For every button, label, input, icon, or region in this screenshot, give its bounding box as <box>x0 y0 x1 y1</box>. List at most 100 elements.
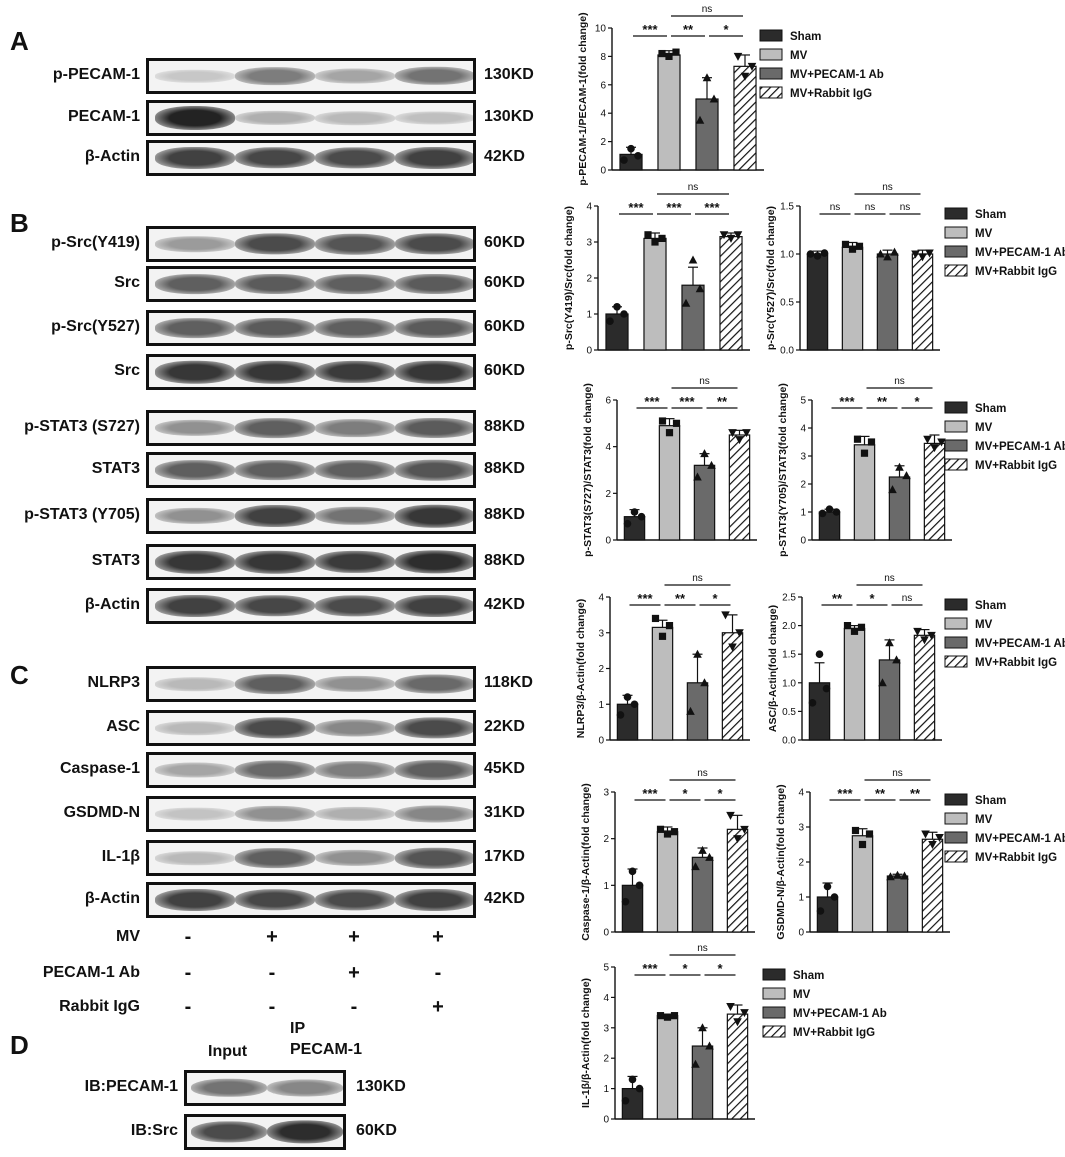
data-point <box>740 1009 749 1018</box>
blot-band <box>155 677 235 691</box>
treatment-label: MV <box>116 928 140 945</box>
molecular-weight-label: 17KD <box>484 848 525 865</box>
bar <box>921 838 944 933</box>
blot-band <box>235 805 315 823</box>
data-point <box>740 825 749 834</box>
blot-band <box>235 674 315 694</box>
significance-label: *** <box>637 591 653 606</box>
blot-label: p-STAT3 (S727) <box>24 418 140 435</box>
y-tick-label: 2.0 <box>782 621 796 632</box>
y-axis-label: p-STAT3(Y705)/STAT3(fold change) <box>777 383 789 557</box>
legend-label: MV+Rabbit IgG <box>790 88 872 100</box>
blot-label: GSDMD-N <box>63 804 140 821</box>
data-point <box>850 627 859 635</box>
ip-header-line2: PECAM-1 <box>290 1041 363 1058</box>
blot-strip <box>146 796 476 832</box>
legend-swatch <box>759 86 783 99</box>
molecular-weight-label: 42KD <box>484 890 525 907</box>
y-tick-label: 0 <box>603 928 609 939</box>
significance-label: ns <box>697 943 708 954</box>
blot-band <box>395 273 473 295</box>
ip-blot-strip <box>184 1114 346 1150</box>
y-tick-label: 1 <box>603 881 609 892</box>
bar <box>651 626 674 741</box>
blot-strip <box>146 354 476 390</box>
blot-band <box>155 721 235 735</box>
legend-label: MV+PECAM-1 Ab <box>975 833 1065 845</box>
significance-label: ** <box>875 786 886 801</box>
blot-band <box>155 147 235 169</box>
molecular-weight-label: 31KD <box>484 804 525 821</box>
data-point <box>822 684 831 693</box>
blot-label: p-Src(Y527) <box>51 318 140 335</box>
y-tick-label: 0 <box>800 536 806 547</box>
data-point <box>747 62 757 71</box>
y-tick-label: 4 <box>586 202 592 213</box>
significance-label: * <box>712 591 718 606</box>
blot-band <box>315 233 395 255</box>
blot-strip <box>146 100 476 136</box>
data-point <box>620 310 628 318</box>
significance-label: * <box>717 786 723 801</box>
data-point <box>663 1013 672 1021</box>
blot-strip <box>146 882 476 918</box>
bar <box>726 1013 749 1120</box>
data-point <box>935 834 944 842</box>
legend-label: MV <box>975 814 993 826</box>
y-tick-label: 2 <box>603 1054 609 1065</box>
blot-band <box>235 360 315 384</box>
blot-band <box>155 762 235 778</box>
data-point <box>670 828 679 836</box>
molecular-weight-label: 22KD <box>484 718 525 735</box>
bar <box>841 246 864 351</box>
blot-band <box>235 889 315 911</box>
data-point <box>691 862 700 871</box>
treatment-symbol: - <box>268 996 276 1018</box>
data-point <box>733 231 743 240</box>
bar <box>691 1045 714 1120</box>
bar <box>876 253 899 351</box>
data-point <box>635 1084 644 1093</box>
y-tick-label: 3 <box>586 238 592 249</box>
blot-band <box>235 233 315 255</box>
molecular-weight-label: 118KD <box>484 674 533 691</box>
chart-legend: Sham MV MV+PECAM-1 Ab MV+Rabbit IgG <box>762 968 887 1039</box>
bar <box>656 831 679 933</box>
significance-label: ns <box>900 202 911 213</box>
treatment-symbol: - <box>268 962 276 984</box>
blot-band <box>155 807 235 821</box>
data-point <box>670 1012 679 1020</box>
data-point <box>886 872 895 881</box>
data-point <box>925 249 934 258</box>
blot-strip <box>146 710 476 746</box>
y-tick-label: 1 <box>800 508 806 519</box>
blot-band <box>315 360 395 384</box>
significance-label: ** <box>910 786 921 801</box>
data-point <box>830 893 839 901</box>
legend-label: MV+Rabbit IgG <box>975 657 1057 669</box>
legend-label: MV <box>975 422 993 434</box>
blot-strip <box>146 588 476 624</box>
blot-band <box>395 66 473 86</box>
treatment-label: Rabbit IgG <box>59 998 140 1015</box>
significance-label: * <box>717 961 723 976</box>
data-point <box>707 460 716 469</box>
blot-band <box>315 147 395 169</box>
data-point <box>813 252 822 260</box>
blot-strip <box>146 752 476 788</box>
data-point <box>733 1018 742 1027</box>
significance-label: *** <box>679 394 695 409</box>
y-tick-label: 6 <box>600 80 606 91</box>
legend-label: Sham <box>790 31 821 43</box>
bar <box>911 253 934 351</box>
blot-band <box>315 806 395 822</box>
blot-strip <box>146 498 476 534</box>
blot-band <box>315 675 395 693</box>
significance-label: ** <box>877 394 888 409</box>
blot-strip <box>146 410 476 446</box>
significance-label: ns <box>830 202 841 213</box>
blot-band <box>235 317 315 339</box>
data-point <box>890 247 899 256</box>
ip-molecular-weight-label: 130KD <box>356 1078 406 1095</box>
